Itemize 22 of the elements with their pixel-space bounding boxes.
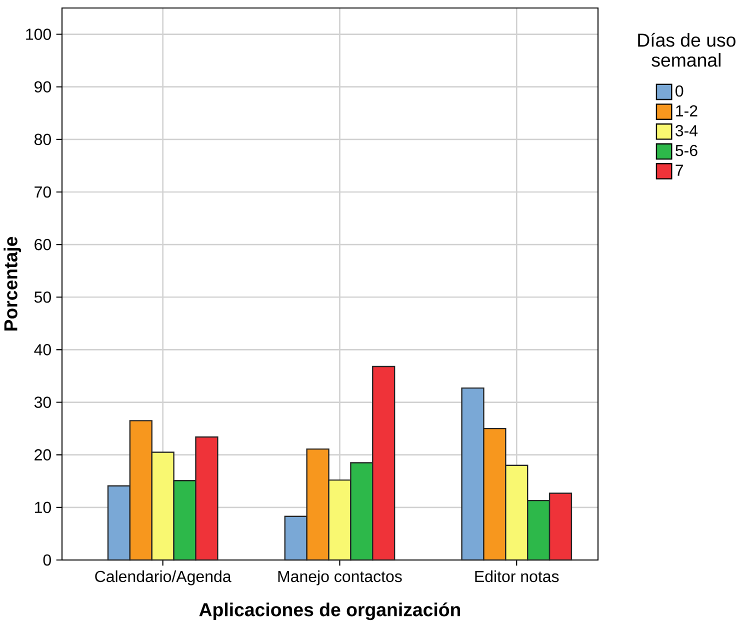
y-tick-label: 70 — [34, 186, 51, 198]
x-tick-label: Calendario/Agenda — [95, 570, 232, 586]
y-tick-label: 90 — [34, 81, 51, 93]
legend-label: 1-2 — [676, 105, 698, 116]
y-tick-label: 10 — [35, 502, 51, 514]
y-tick-label: 30 — [34, 396, 51, 408]
legend-label: 7 — [676, 164, 684, 176]
x-axis-title: Aplicaciones de organización — [199, 602, 460, 620]
legend-label: 5-6 — [676, 144, 698, 156]
y-tick-label: 40 — [34, 344, 51, 356]
legend-title: Días de uso semanal — [638, 32, 736, 67]
y-tick-label: 100 — [26, 28, 51, 40]
y-tick-label: 80 — [34, 134, 51, 146]
legend-label: 0 — [676, 85, 684, 97]
x-tick-label: Editor notas — [475, 570, 559, 582]
y-tick-label: 50 — [34, 291, 51, 303]
x-tick-label: Manejo contactos — [278, 570, 402, 586]
legend-label: 3-4 — [676, 125, 698, 136]
y-tick-label: 20 — [34, 449, 51, 460]
y-tick-label: 60 — [34, 238, 51, 250]
y-tick-label: 0 — [43, 554, 51, 566]
y-axis-title: Porcentaje — [4, 236, 22, 330]
